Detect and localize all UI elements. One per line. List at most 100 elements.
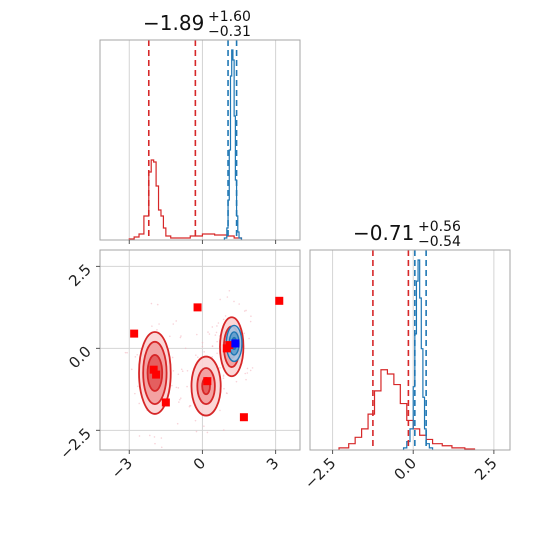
joint-frame <box>99 249 301 451</box>
joint-sample-point-38 <box>249 369 252 372</box>
joint-sample-point-47 <box>250 315 252 318</box>
joint-sample-point-137 <box>243 310 246 312</box>
marginal-param-2-panel: −2.5 0.0 2.5 <box>301 249 511 493</box>
marginal-1-frame <box>99 39 301 241</box>
joint-red-marker-7 <box>225 341 234 350</box>
param-1-title-main: −1.89 <box>143 11 204 35</box>
joint-sample-point-110 <box>244 372 247 375</box>
marginal-2-xtick-label-0: −2.5 <box>301 454 339 492</box>
joint-sample-point-94 <box>186 385 188 388</box>
joint-sample-point-74 <box>249 320 252 323</box>
joint-sample-point-62 <box>243 332 246 335</box>
joint-sample-point-135 <box>160 437 163 439</box>
joint-red-marker-8 <box>239 413 248 422</box>
joint-sample-point-12 <box>169 335 171 338</box>
marginal-1-hist-series-0 <box>128 159 243 240</box>
joint-sample-point-92 <box>222 375 225 377</box>
joint-sample-point-36 <box>150 302 153 305</box>
joint-sample-point-43 <box>195 430 198 433</box>
joint-sample-point-71 <box>219 298 221 301</box>
joint-sample-point-124 <box>203 425 205 427</box>
joint-sample-point-49 <box>188 405 191 408</box>
joint-sample-point-79 <box>178 398 181 401</box>
marginal-2-frame <box>309 249 511 451</box>
joint-sample-point-72 <box>148 434 151 437</box>
joint-sample-point-5 <box>226 296 229 298</box>
joint-sample-point-97 <box>177 373 180 376</box>
joint-red-marker-4 <box>193 303 202 312</box>
joint-sample-point-83 <box>246 372 249 374</box>
joint-background <box>100 250 300 450</box>
joint-red-marker-1 <box>149 365 158 374</box>
joint-sample-point-87 <box>160 446 163 449</box>
joint-sample-point-104 <box>238 303 240 305</box>
marginal-2-xtick-label-1: 0.0 <box>390 454 420 484</box>
joint-sample-point-128 <box>235 380 238 383</box>
joint-sample-point-48 <box>126 351 128 354</box>
joint-sample-point-105 <box>156 303 159 306</box>
param-1-title: −1.89 +1.60 −0.31 <box>143 9 251 40</box>
joint-ytick-label-2: 2.5 <box>65 260 95 290</box>
marginal-2-background <box>310 250 510 450</box>
joint-scatter-panel: −3 0 3 −2.5 0.0 2.5 <box>56 249 301 482</box>
joint-red-marker-5 <box>203 377 212 386</box>
joint-sample-point-82 <box>194 419 197 422</box>
joint-sample-point-107 <box>219 367 221 369</box>
joint-sample-point-96 <box>171 356 174 359</box>
joint-sample-point-138 <box>177 387 180 389</box>
marginal-2-xtick-label-2: 2.5 <box>471 454 501 484</box>
joint-sample-point-30 <box>171 384 173 387</box>
joint-sample-point-126 <box>176 422 179 425</box>
joint-sample-point-58 <box>179 397 182 399</box>
joint-sample-point-93 <box>154 442 156 445</box>
joint-sample-point-106 <box>196 333 198 336</box>
param-2-title-main: −0.71 <box>353 221 414 245</box>
param-1-title-sup: +1.60 <box>208 9 251 25</box>
joint-red-marker-9 <box>275 296 284 305</box>
joint-sample-point-24 <box>138 402 141 405</box>
joint-sample-point-73 <box>203 350 205 353</box>
joint-sample-point-132 <box>151 325 153 327</box>
joint-sample-point-100 <box>211 345 214 348</box>
joint-sample-point-50 <box>245 309 247 312</box>
joint-sample-point-2 <box>215 331 218 334</box>
joint-ytick-label-0: −2.5 <box>56 424 94 462</box>
joint-sample-point-120 <box>172 323 175 325</box>
joint-sample-point-109 <box>195 354 197 357</box>
joint-sample-point-125 <box>233 300 235 303</box>
joint-sample-point-80 <box>216 352 218 355</box>
joint-sample-point-31 <box>186 369 189 372</box>
joint-sample-point-32 <box>211 326 214 328</box>
joint-sample-point-22 <box>207 331 209 333</box>
joint-sample-point-55 <box>208 333 211 335</box>
param-2-title-sup: +0.56 <box>418 219 461 235</box>
param-1-title-sub: −0.31 <box>208 24 251 40</box>
marginal-1-background <box>100 40 300 240</box>
joint-ytick-label-1: 0.0 <box>65 342 95 372</box>
joint-sample-point-61 <box>201 345 204 348</box>
joint-xtick-label-0: −3 <box>108 454 136 482</box>
joint-sample-point-103 <box>222 377 225 379</box>
joint-red-marker-2 <box>152 370 161 379</box>
joint-sample-point-44 <box>228 289 231 292</box>
joint-sample-point-81 <box>175 320 178 322</box>
param-2-title: −0.71 +0.56 −0.54 <box>353 219 461 250</box>
joint-sample-point-45 <box>172 370 175 372</box>
joint-xtick-label-1: 0 <box>190 454 209 473</box>
joint-sample-point-33 <box>134 356 137 358</box>
joint-sample-point-25 <box>206 431 209 434</box>
joint-sample-point-69 <box>180 368 183 371</box>
joint-sample-point-113 <box>217 322 220 324</box>
marginal-param-1-panel <box>99 39 301 244</box>
joint-sample-point-116 <box>214 334 217 336</box>
joint-sample-point-54 <box>138 435 141 437</box>
joint-xtick-label-2: 3 <box>263 454 282 473</box>
joint-sample-point-3 <box>179 336 182 339</box>
joint-sample-point-41 <box>224 315 227 317</box>
joint-red-marker-3 <box>161 398 170 407</box>
joint-sample-point-63 <box>156 328 158 331</box>
joint-sample-point-18 <box>137 385 139 388</box>
joint-sample-point-68 <box>216 340 218 343</box>
joint-sample-point-11 <box>251 367 254 369</box>
